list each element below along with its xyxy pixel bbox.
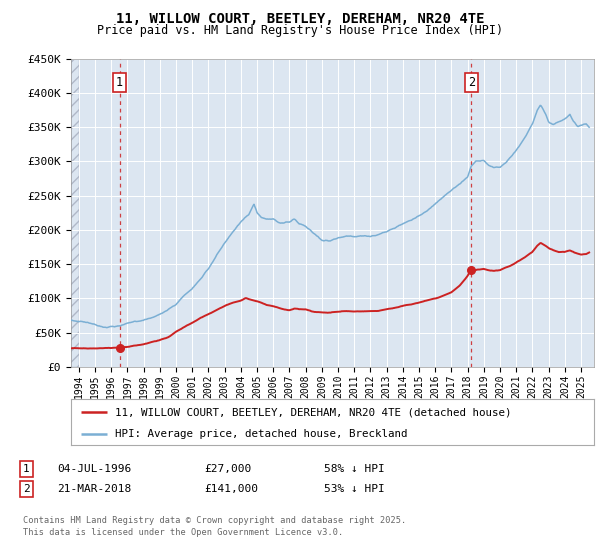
Text: 21-MAR-2018: 21-MAR-2018 [57, 484, 131, 494]
Text: 11, WILLOW COURT, BEETLEY, DEREHAM, NR20 4TE: 11, WILLOW COURT, BEETLEY, DEREHAM, NR20… [116, 12, 484, 26]
Text: 1: 1 [23, 464, 29, 474]
Text: 11, WILLOW COURT, BEETLEY, DEREHAM, NR20 4TE (detached house): 11, WILLOW COURT, BEETLEY, DEREHAM, NR20… [115, 407, 512, 417]
Text: 58% ↓ HPI: 58% ↓ HPI [324, 464, 385, 474]
Text: Contains HM Land Registry data © Crown copyright and database right 2025.
This d: Contains HM Land Registry data © Crown c… [23, 516, 406, 537]
Text: 2: 2 [23, 484, 29, 494]
Text: £141,000: £141,000 [204, 484, 258, 494]
Text: HPI: Average price, detached house, Breckland: HPI: Average price, detached house, Brec… [115, 429, 408, 438]
Text: 2: 2 [467, 76, 475, 89]
Text: 04-JUL-1996: 04-JUL-1996 [57, 464, 131, 474]
Text: Price paid vs. HM Land Registry's House Price Index (HPI): Price paid vs. HM Land Registry's House … [97, 24, 503, 38]
Text: £27,000: £27,000 [204, 464, 251, 474]
Text: 53% ↓ HPI: 53% ↓ HPI [324, 484, 385, 494]
Text: 1: 1 [116, 76, 123, 89]
